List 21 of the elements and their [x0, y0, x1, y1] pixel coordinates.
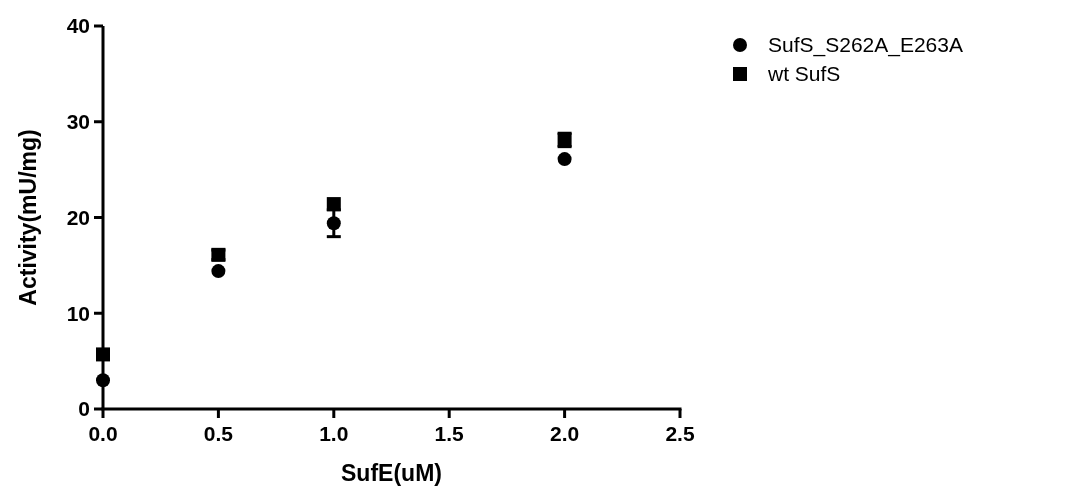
point	[557, 152, 572, 167]
y-tick-label: 0	[78, 397, 90, 421]
x-tick-label: 0.0	[88, 422, 118, 445]
point	[326, 216, 341, 231]
x-axis-title: SufE(uM)	[341, 460, 442, 486]
legend-label: SufS_S262A_E263A	[768, 33, 963, 58]
y-tick-label: 40	[66, 14, 90, 38]
point	[96, 373, 110, 388]
x-tick-label: 2.0	[550, 422, 580, 445]
point	[326, 197, 341, 212]
x-tick-label: 1.0	[319, 422, 349, 445]
y-axis-title: Activity(mU/mg)	[15, 129, 41, 306]
y-tick-label: 20	[66, 205, 90, 229]
y-tick-label: 10	[66, 301, 90, 325]
y-tick-label: 30	[66, 110, 90, 134]
point	[211, 264, 226, 279]
point	[96, 347, 110, 362]
x-tick-label: 0.5	[203, 422, 234, 445]
x-tick-label: 1.5	[434, 422, 465, 445]
legend-label: wt SufS	[767, 62, 841, 86]
x-tick-label: 2.5	[665, 422, 695, 445]
